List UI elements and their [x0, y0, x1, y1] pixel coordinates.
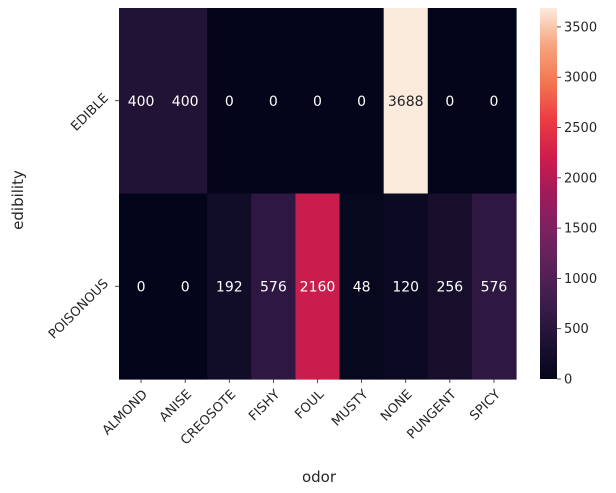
- y-tick-label: POISONOUS: [46, 276, 112, 342]
- heatmap-cell: [295, 8, 341, 195]
- colorbar-ticks: 0 500 1000 1500 2000 2500 3000 3500: [557, 20, 597, 388]
- x-tick-label: FISHY: [246, 387, 283, 424]
- heatmap-cell: [207, 8, 252, 195]
- heatmap-cell: [119, 193, 164, 380]
- colorbar: [540, 8, 557, 379]
- heatmap-cell-label: 400: [128, 94, 155, 110]
- heatmap-cell: [163, 8, 208, 195]
- heatmap-cell-label: 0: [313, 94, 322, 110]
- heatmap-cell: [471, 193, 517, 380]
- heatmap-cell-label: 192: [216, 279, 243, 295]
- heatmap-cell-label: 0: [137, 279, 146, 295]
- heatmap-cell: [295, 193, 341, 380]
- heatmap-cell: [251, 193, 297, 380]
- heatmap-cell-label: 576: [481, 279, 508, 295]
- heatmap-cell-label: 2160: [300, 279, 336, 295]
- heatmap-cell: [207, 193, 252, 380]
- colorbar-tick-label: 0: [564, 373, 572, 388]
- colorbar-tick-label: 2500: [564, 121, 597, 136]
- heatmap-cell: [163, 193, 208, 380]
- heatmap-cell: [471, 8, 517, 195]
- heatmap-cell-label: 0: [225, 94, 234, 110]
- colorbar-tick-label: 1000: [564, 272, 597, 287]
- heatmap-cells: [119, 8, 517, 380]
- heatmap-cell-label: 0: [445, 94, 454, 110]
- heatmap-cell-label: 3688: [388, 94, 424, 110]
- y-axis-label: edibility: [9, 170, 27, 230]
- heatmap-cell-label: 48: [353, 279, 371, 295]
- x-axis-label: odor: [302, 468, 337, 486]
- x-tick-label: MUSTY: [329, 387, 371, 429]
- heatmap-cell: [339, 193, 385, 380]
- x-tick-label: SPICY: [467, 387, 504, 424]
- heatmap-cell: [251, 8, 297, 195]
- colorbar-tick-label: 3000: [564, 71, 597, 86]
- heatmap-cell: [339, 8, 385, 195]
- x-tick-label: NONE: [378, 387, 415, 424]
- heatmap-cell-label: 400: [172, 94, 199, 110]
- heatmap-cell-label: 0: [181, 279, 190, 295]
- heatmap-cell-label: 0: [269, 94, 278, 110]
- x-tick-label: ANISE: [157, 387, 195, 425]
- heatmap-cell-label: 0: [357, 94, 366, 110]
- y-axis-ticks: EDIBLE POISONOUS: [46, 91, 119, 342]
- heatmap-cell: [383, 193, 429, 380]
- colorbar-tick-label: 3500: [564, 20, 597, 35]
- x-tick-label: ALMOND: [100, 387, 151, 438]
- colorbar-tick-label: 2000: [564, 171, 597, 186]
- x-tick-label: FOUL: [292, 387, 328, 423]
- heatmap-cell: [119, 8, 164, 195]
- heatmap-cell: [383, 8, 429, 195]
- heatmap-cell-label: 576: [260, 279, 287, 295]
- heatmap-cell-labels: 400 400 0 0 0 0 3688 0 0 0 0 192 576 2160 48 120 256 576: [128, 94, 508, 296]
- heatmap-cell-label: 256: [436, 279, 463, 295]
- colorbar-tick-label: 500: [564, 322, 589, 337]
- heatmap-cell-label: 120: [392, 279, 419, 295]
- heatmap-cell: [427, 8, 473, 195]
- heatmap-cell-label: 0: [489, 94, 498, 110]
- y-tick-label: EDIBLE: [68, 91, 111, 134]
- heatmap-cell: [427, 193, 473, 380]
- colorbar-tick-label: 1500: [564, 222, 597, 237]
